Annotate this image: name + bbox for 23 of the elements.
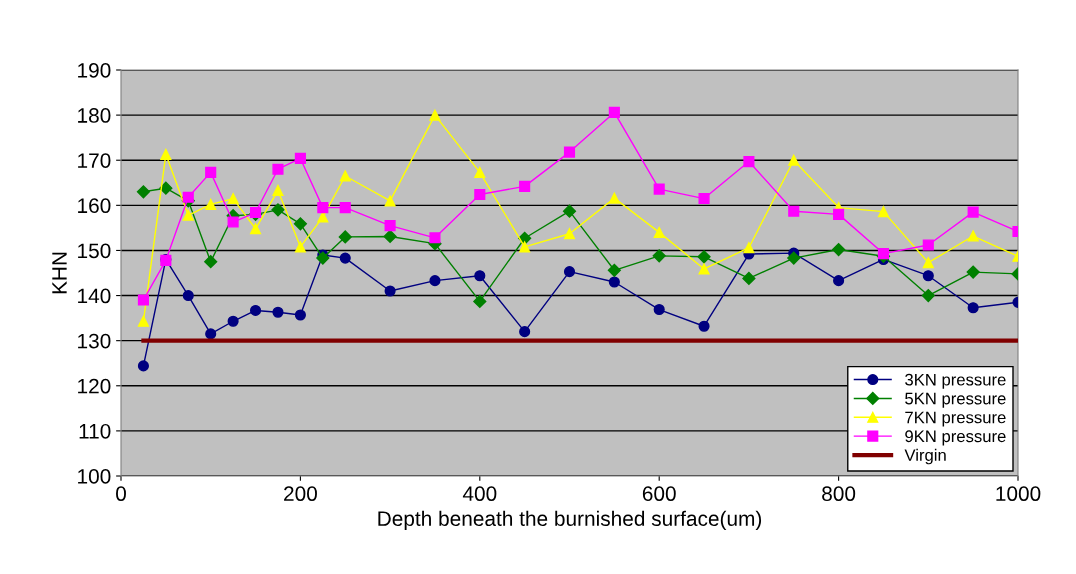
y-tick-label: 140 xyxy=(78,288,111,304)
legend-label: 3KN pressure xyxy=(905,373,1006,389)
y-tick-label: 160 xyxy=(78,198,111,214)
y-tick-label: 150 xyxy=(78,243,111,259)
x-tick-label: 1000 xyxy=(996,486,1041,502)
y-tick-label: 190 xyxy=(78,63,111,78)
legend-label: 5KN pressure xyxy=(905,392,1006,408)
x-tick-label: 200 xyxy=(284,486,317,502)
y-tick-label: 170 xyxy=(78,153,111,168)
y-axis-title: KHN xyxy=(52,252,67,294)
legend-label: 9KN pressure xyxy=(905,430,1006,446)
y-tick-label: 100 xyxy=(78,469,111,484)
x-axis-title: Depth beneath the burnished surface(um) xyxy=(378,510,762,531)
y-tick-label: 110 xyxy=(79,423,111,439)
legend-label: 7KN pressure xyxy=(905,411,1006,427)
y-tick-label: 130 xyxy=(78,333,111,349)
x-tick-label: 0 xyxy=(116,486,126,502)
legend-label: Virgin xyxy=(904,448,946,465)
y-tick-label: 180 xyxy=(78,108,111,123)
x-tick-label: 600 xyxy=(642,486,676,502)
x-tick-label: 400 xyxy=(462,486,497,502)
y-tick-label: 120 xyxy=(78,378,111,394)
x-tick-label: 800 xyxy=(822,486,856,502)
